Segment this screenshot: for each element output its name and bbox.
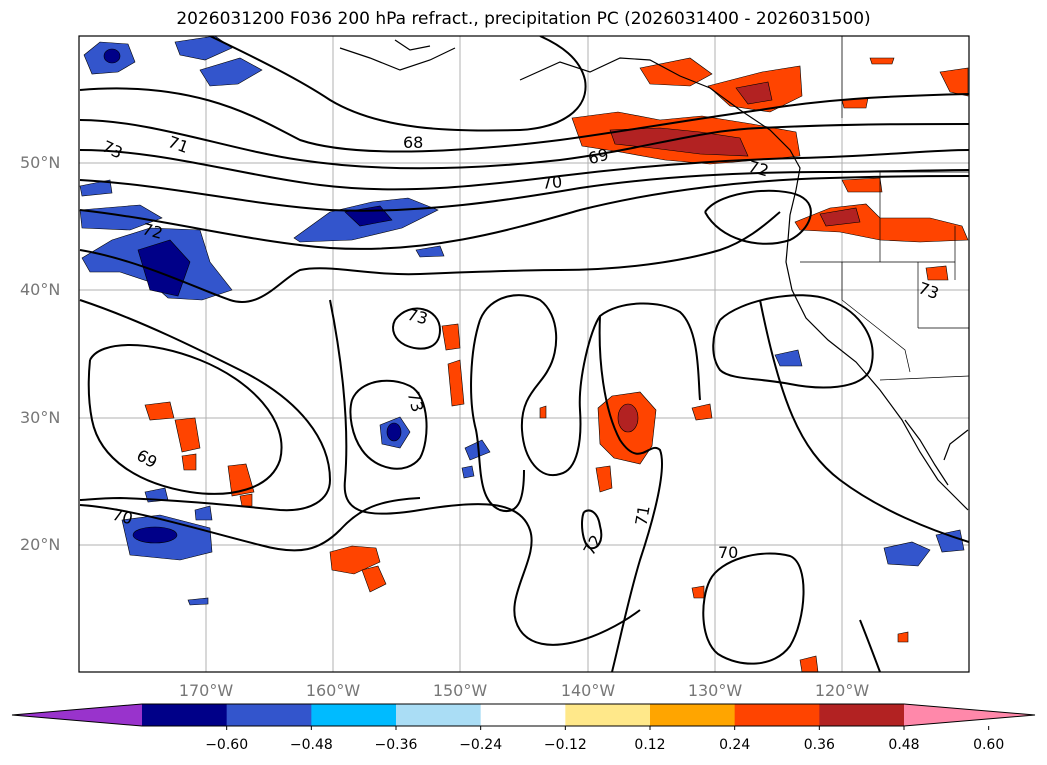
colorbar-outline	[11, 703, 1036, 727]
lon-label: 160°W	[305, 681, 361, 700]
refractivity-contours	[79, 36, 969, 672]
lon-label: 170°W	[178, 681, 234, 700]
colorbar-tick-label: 0.60	[973, 737, 1005, 753]
contour-label: 72	[140, 219, 165, 243]
lat-label: 30°N	[20, 408, 61, 427]
contour-label: 70	[541, 172, 563, 193]
colorbar-segment	[396, 704, 482, 726]
colorbar-segment	[819, 704, 905, 726]
lat-label: 20°N	[20, 535, 61, 554]
contour-label: 71	[631, 504, 653, 527]
contour-labels: 73 71 72 68 69 70 72 73 73 73 69 70 72 7…	[99, 132, 941, 562]
contour-label: 72	[746, 157, 771, 181]
contour-label: 70	[718, 543, 738, 562]
colorbar-tick-label: −0.36	[374, 737, 418, 753]
lon-label: 140°W	[560, 681, 616, 700]
plot-frame	[78, 35, 970, 673]
lon-label: 150°W	[432, 681, 488, 700]
colorbar-tick-label: 0.12	[634, 737, 666, 753]
contour-label: 73	[405, 305, 430, 329]
lon-label: 120°W	[814, 681, 870, 700]
colorbar-segment	[734, 704, 820, 726]
colorbar-tick-label: −0.24	[459, 737, 503, 753]
lat-label: 50°N	[20, 153, 61, 172]
contour-label: 70	[110, 505, 135, 529]
contour-label: 68	[403, 133, 423, 152]
colorbar-segment	[650, 704, 736, 726]
colorbar-tick-label: −0.48	[289, 737, 333, 753]
map-title: 2026031200 F036 200 hPa refract., precip…	[176, 9, 871, 29]
negative-anomaly-areas	[79, 36, 965, 606]
colorbar-tick-label: 0.36	[803, 737, 835, 753]
colorbar-segment	[311, 704, 397, 726]
colorbar-tick-label: 0.48	[888, 737, 920, 753]
colorbar-segment	[565, 704, 651, 726]
coastlines	[339, 39, 969, 511]
colorbar-segment	[480, 704, 566, 726]
lat-label: 40°N	[20, 280, 61, 299]
colorbar-tick-label: −0.12	[543, 737, 587, 753]
colorbar-extend-high	[904, 704, 1035, 726]
contour-label: 73	[404, 389, 428, 414]
colorbar-extend-low	[12, 704, 142, 726]
colorbar-segment	[226, 704, 312, 726]
lon-label: 130°W	[687, 681, 743, 700]
colorbar-tick-label: 0.24	[719, 737, 751, 753]
contour-label: 69	[586, 145, 611, 169]
colorbar-tick-label: −0.60	[205, 737, 249, 753]
colorbar-segment	[142, 704, 228, 726]
